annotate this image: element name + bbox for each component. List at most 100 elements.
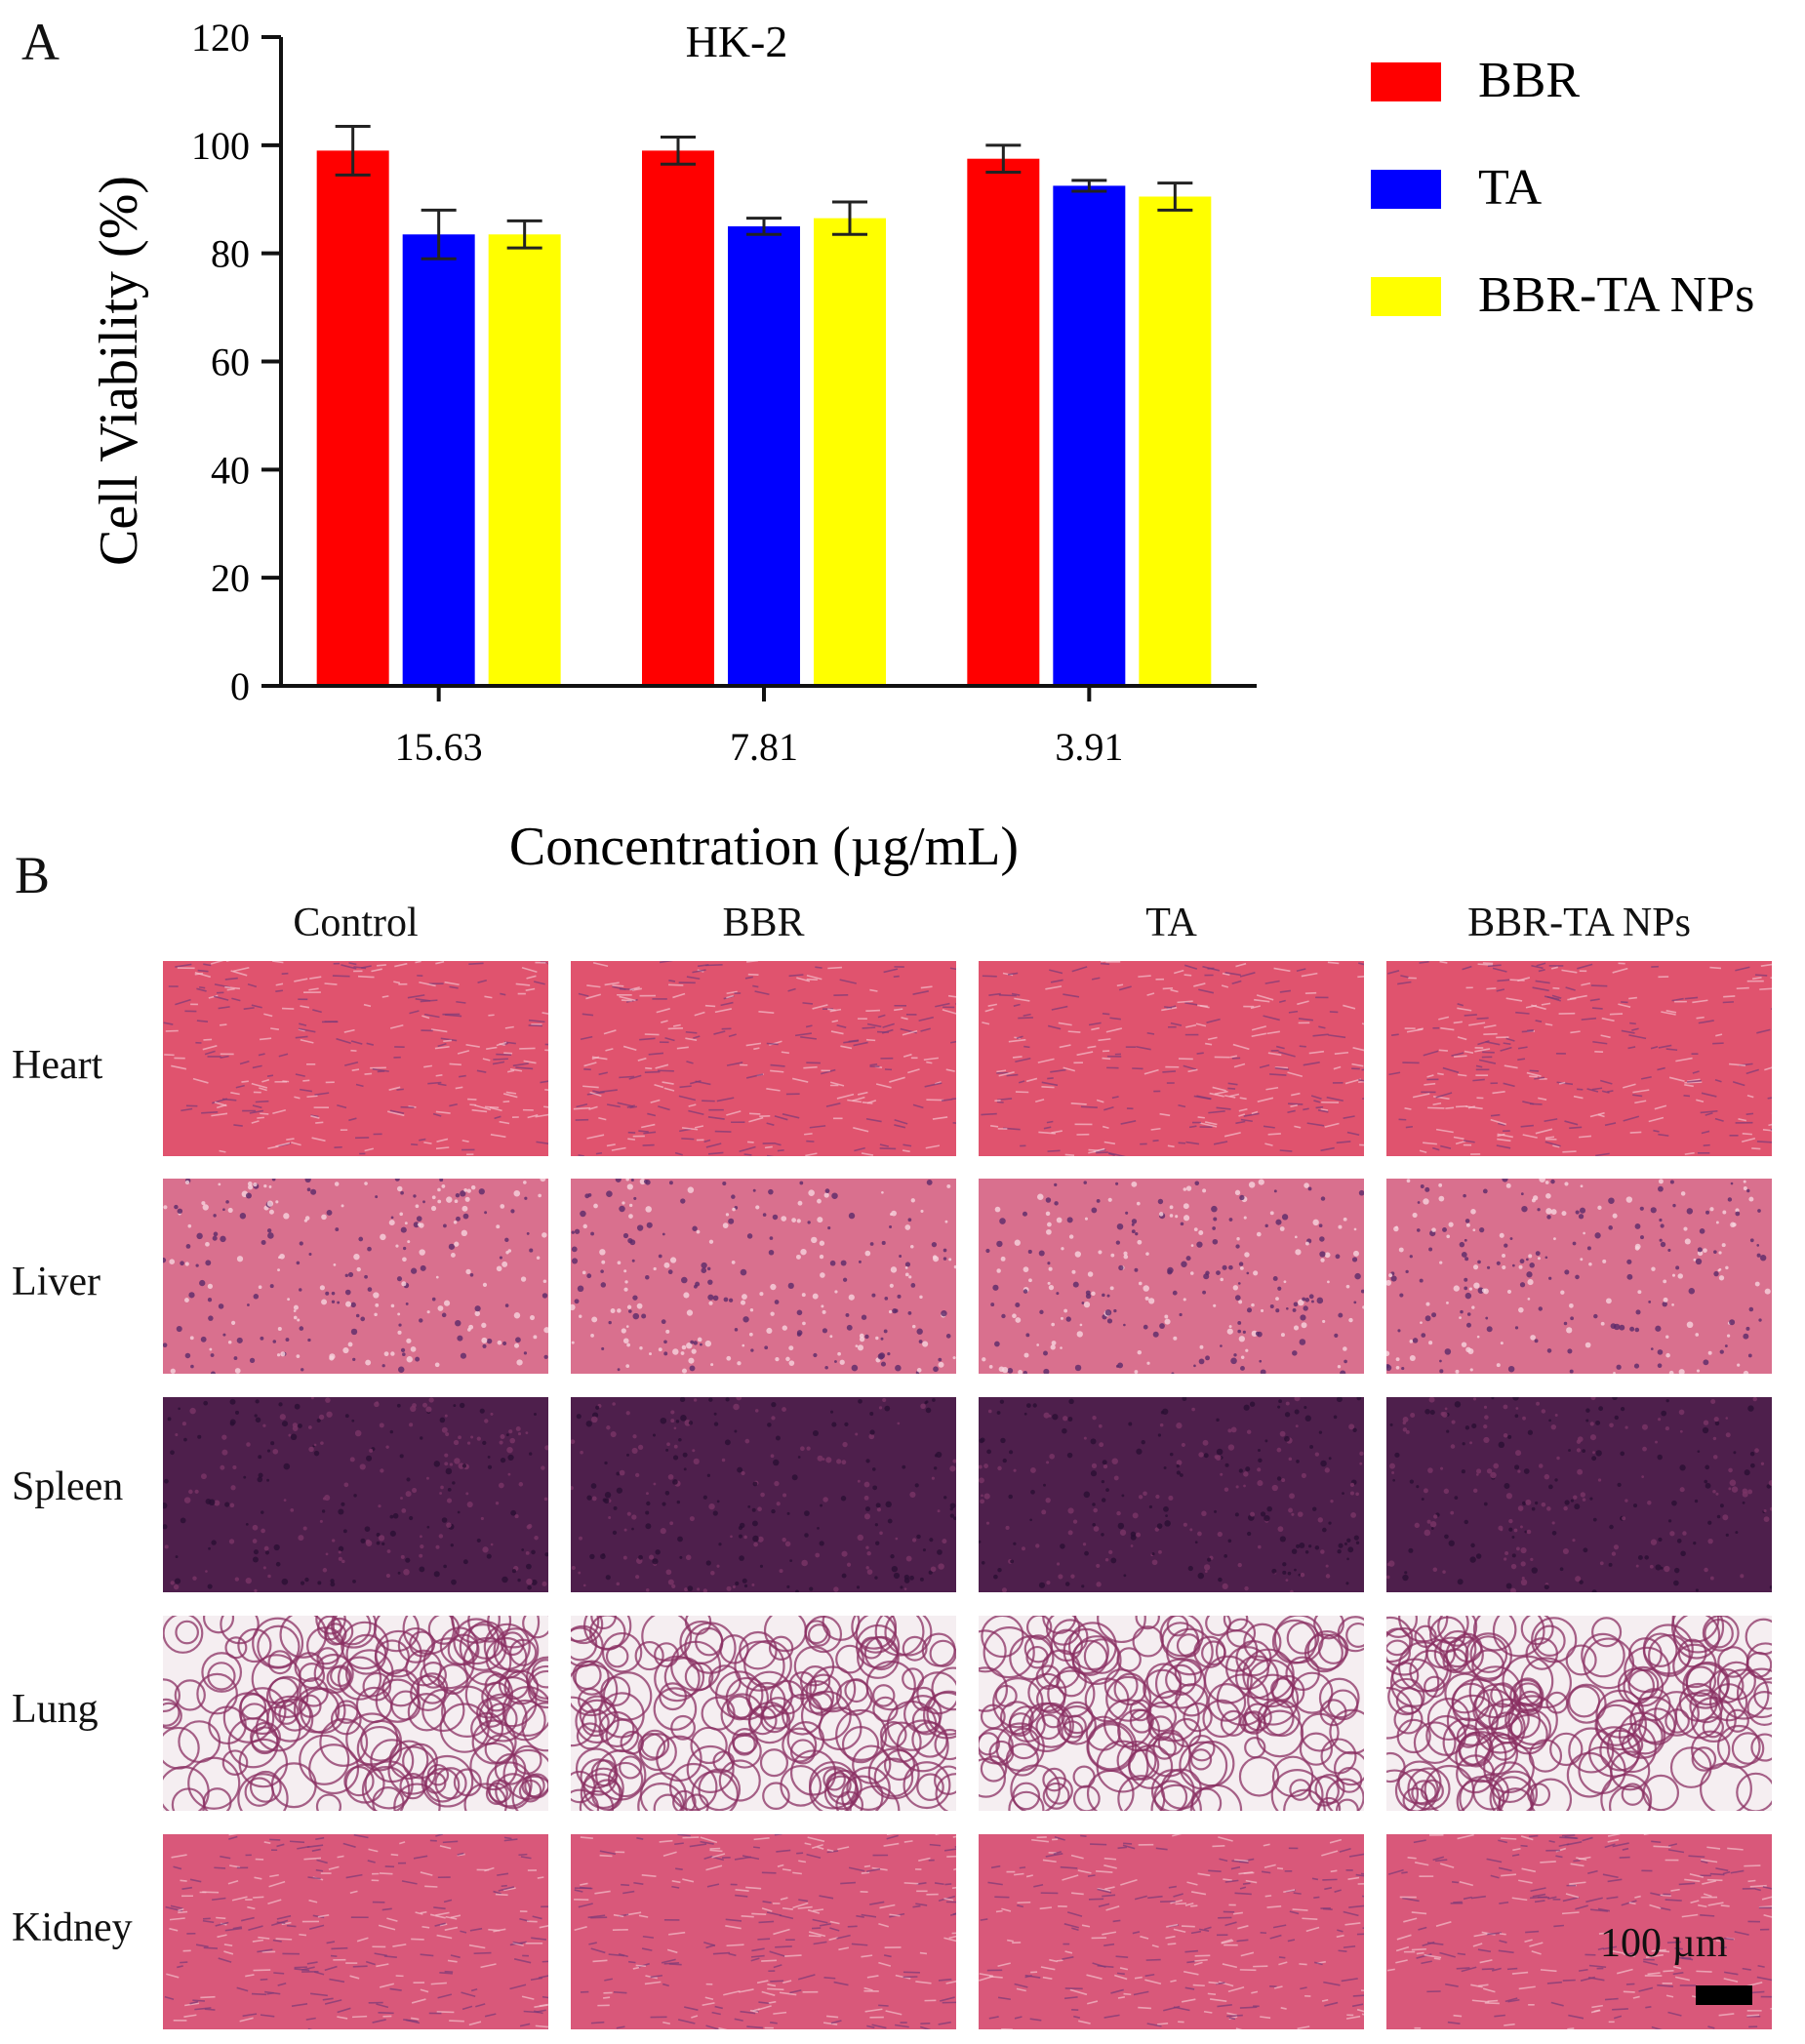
tissue-texture-mark <box>255 1417 261 1423</box>
tissue-texture-mark <box>953 1867 956 1871</box>
tissue-texture-mark <box>1479 1226 1485 1233</box>
tissue-texture-mark <box>769 1679 805 1715</box>
tissue-texture-mark <box>626 1343 630 1347</box>
tissue-texture-mark <box>1112 1919 1121 1923</box>
tissue-texture-mark <box>1683 1095 1691 1098</box>
tissue-texture-mark <box>812 1918 828 1924</box>
tissue-texture-mark <box>1325 1564 1329 1568</box>
chart-title: HK-2 <box>686 17 788 66</box>
tissue-texture-mark <box>1609 1524 1614 1530</box>
tissue-texture-mark <box>1477 963 1493 966</box>
tissue-texture-mark <box>833 1586 839 1592</box>
tissue-texture-mark <box>420 1910 427 1914</box>
tissue-texture-mark <box>1567 1348 1573 1354</box>
tissue-texture-mark <box>469 1927 483 1932</box>
tissue-texture-mark <box>1193 1961 1203 1966</box>
tissue-texture-mark <box>646 1222 653 1228</box>
histology-heart-3 <box>979 961 1364 1156</box>
tissue-texture-mark <box>1754 1281 1760 1287</box>
tissue-texture-mark <box>1423 1142 1437 1145</box>
tissue-texture-mark <box>864 1505 871 1512</box>
tissue-texture-mark <box>601 1260 606 1264</box>
tissue-texture-mark <box>1517 1469 1521 1473</box>
tissue-texture-mark <box>1650 1207 1657 1214</box>
tissue-texture-mark <box>531 1549 536 1555</box>
tissue-texture-mark <box>1440 1026 1455 1031</box>
tissue-texture-mark <box>1113 1672 1147 1706</box>
tissue-texture-mark <box>513 1312 521 1319</box>
tissue-texture-mark <box>1509 1678 1544 1714</box>
tissue-texture-mark <box>1084 1550 1089 1556</box>
tissue-texture-mark <box>1408 1547 1414 1553</box>
tissue-texture-mark <box>858 1398 862 1404</box>
tissue-texture-mark <box>526 1563 532 1570</box>
tissue-texture-mark <box>1702 1880 1716 1885</box>
tissue-texture-mark <box>1577 963 1593 970</box>
tissue-texture-mark <box>429 1913 446 1919</box>
tissue-texture-mark <box>283 1499 287 1502</box>
tissue-texture-mark <box>1524 1530 1528 1534</box>
tissue-texture-mark <box>612 1402 616 1406</box>
tissue-texture-mark <box>639 1037 656 1041</box>
tissue-texture-mark <box>947 994 956 998</box>
tissue-texture-mark <box>1014 1872 1024 1876</box>
tissue-texture-mark <box>281 1578 289 1585</box>
tissue-texture-mark <box>454 1241 460 1247</box>
tissue-texture-mark <box>163 1678 180 1713</box>
tissue-texture-mark <box>539 2003 548 2007</box>
tissue-texture-mark <box>1222 1264 1227 1270</box>
tissue-texture-mark <box>1558 1843 1570 1848</box>
tissue-texture-mark <box>588 1942 597 1945</box>
tissue-texture-mark <box>718 1759 761 1802</box>
tissue-texture-mark <box>875 1503 881 1508</box>
tissue-texture-mark <box>1490 1113 1501 1117</box>
tissue-texture-mark <box>592 961 609 968</box>
tissue-texture-mark <box>587 1193 592 1197</box>
tissue-texture-mark <box>693 1341 698 1345</box>
tissue-texture-mark <box>1263 1125 1275 1129</box>
tissue-texture-mark <box>1673 1580 1679 1586</box>
tissue-texture-mark <box>704 1996 714 2000</box>
tissue-texture-mark <box>1581 982 1591 986</box>
tissue-texture-mark <box>1171 1717 1202 1748</box>
tissue-texture-mark <box>1395 1225 1398 1229</box>
tissue-texture-mark <box>666 1948 678 1954</box>
tissue-texture-mark <box>1585 1897 1603 1904</box>
tissue-texture-mark <box>1583 1547 1588 1553</box>
tissue-texture-mark <box>1337 1365 1342 1369</box>
tissue-texture-mark <box>829 1335 833 1339</box>
tissue-texture-mark <box>1154 1527 1159 1532</box>
tissue-texture-mark <box>1470 1209 1476 1215</box>
tissue-texture-mark <box>1398 1247 1404 1253</box>
tissue-texture-mark <box>415 1204 420 1209</box>
tissue-texture-mark <box>828 1937 839 1942</box>
tissue-texture-mark <box>239 1693 267 1720</box>
tissue-texture-mark <box>705 1560 711 1566</box>
tissue-texture-mark <box>1213 1141 1228 1145</box>
tissue-texture-mark <box>1601 1090 1610 1094</box>
tissue-texture-mark <box>1667 1519 1672 1523</box>
tissue-texture-mark <box>782 1407 786 1412</box>
tissue-texture-mark <box>1555 1855 1563 1859</box>
tissue-texture-mark <box>1361 2013 1364 2016</box>
tissue-texture-mark <box>720 1001 734 1007</box>
tissue-texture-mark <box>1324 1467 1330 1473</box>
tissue-texture-mark <box>606 1190 613 1198</box>
tissue-texture-mark <box>1620 1451 1625 1457</box>
tissue-texture-mark <box>1045 1777 1073 1805</box>
tissue-texture-mark <box>1067 1530 1073 1536</box>
tissue-texture-mark <box>1592 1040 1608 1045</box>
tissue-texture-mark <box>1746 1094 1754 1099</box>
tissue-texture-mark <box>229 1503 235 1508</box>
tissue-texture-mark <box>861 1954 873 1958</box>
tissue-texture-mark <box>1749 1884 1767 1888</box>
tissue-texture-mark <box>732 1585 736 1588</box>
tissue-texture-mark <box>580 1035 593 1041</box>
tissue-texture-mark <box>880 1721 922 1763</box>
tissue-texture-mark <box>872 1485 878 1491</box>
tissue-texture-mark <box>1671 997 1684 1002</box>
tissue-texture-mark <box>542 1581 547 1587</box>
tissue-texture-mark <box>456 1000 466 1004</box>
tissue-texture-mark <box>1303 1062 1320 1066</box>
tissue-texture-mark <box>1259 1063 1270 1068</box>
